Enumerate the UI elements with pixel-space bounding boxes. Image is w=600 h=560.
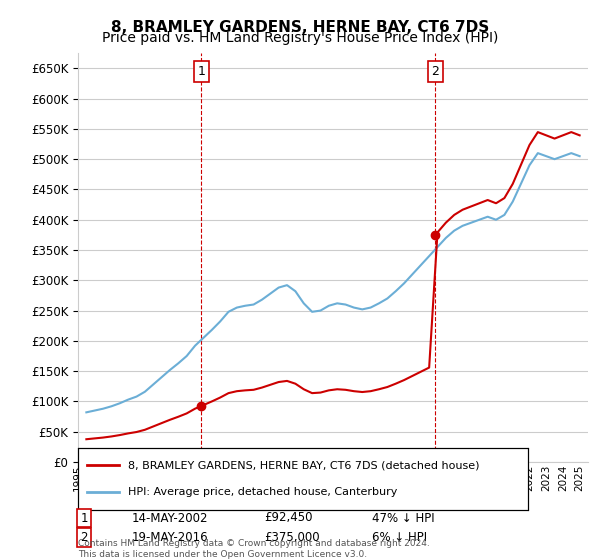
Text: 14-MAY-2002: 14-MAY-2002 xyxy=(132,511,209,525)
Text: 6% ↓ HPI: 6% ↓ HPI xyxy=(372,531,427,544)
Text: 47% ↓ HPI: 47% ↓ HPI xyxy=(372,511,434,525)
Text: Contains HM Land Registry data © Crown copyright and database right 2024.
This d: Contains HM Land Registry data © Crown c… xyxy=(78,539,430,559)
Text: 8, BRAMLEY GARDENS, HERNE BAY, CT6 7DS (detached house): 8, BRAMLEY GARDENS, HERNE BAY, CT6 7DS (… xyxy=(128,460,479,470)
Text: HPI: Average price, detached house, Canterbury: HPI: Average price, detached house, Cant… xyxy=(128,487,397,497)
Text: 1: 1 xyxy=(197,65,205,78)
Text: Price paid vs. HM Land Registry's House Price Index (HPI): Price paid vs. HM Land Registry's House … xyxy=(102,31,498,45)
Text: 19-MAY-2016: 19-MAY-2016 xyxy=(132,531,209,544)
Text: £375,000: £375,000 xyxy=(264,531,320,544)
Text: 2: 2 xyxy=(431,65,439,78)
Text: 2: 2 xyxy=(80,531,88,544)
Text: £92,450: £92,450 xyxy=(264,511,313,525)
Text: 1: 1 xyxy=(80,511,88,525)
Text: 8, BRAMLEY GARDENS, HERNE BAY, CT6 7DS: 8, BRAMLEY GARDENS, HERNE BAY, CT6 7DS xyxy=(111,20,489,35)
